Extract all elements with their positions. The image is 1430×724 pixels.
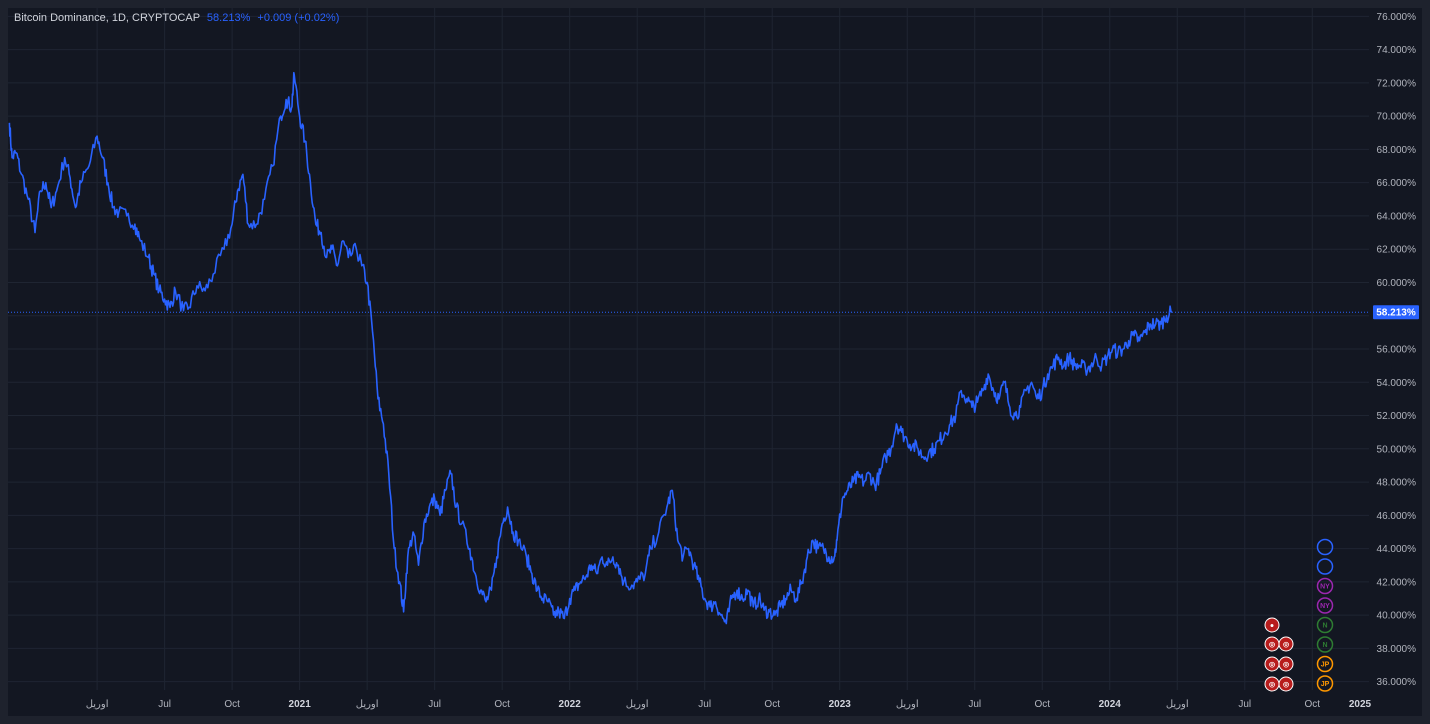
economic-event-icon[interactable] [1278, 676, 1294, 692]
time-tick-label: Oct [494, 699, 510, 710]
time-tick-label: 2023 [829, 699, 852, 710]
price-tick-label: 46.000% [1377, 511, 1417, 522]
time-tick-label: Jul [158, 699, 171, 710]
session-event-icon[interactable] [1316, 616, 1334, 634]
time-tick-label: اوریل [626, 699, 649, 710]
economic-event-glyph: ◎ [1283, 662, 1289, 669]
time-tick-label: اوریل [356, 699, 379, 710]
price-tick-label: 50.000% [1377, 444, 1417, 455]
time-axis: اوریل Jul Oct 2021 اوریل Jul Oct 2022 اوریل Jul Oc… [86, 699, 1372, 710]
session-event-glyph: N [1322, 623, 1327, 630]
time-tick-label: 2025 [1349, 699, 1372, 710]
series-line-btc-dominance [8, 71, 1173, 625]
time-tick-label: اوریل [86, 699, 109, 710]
time-tick-label: Jul [968, 699, 981, 710]
price-tick-label: 36.000% [1377, 677, 1417, 688]
time-tick-label: Oct [1305, 699, 1321, 710]
price-tick-label: 40.000% [1377, 611, 1417, 622]
price-tick-label: 72.000% [1377, 78, 1417, 89]
session-event-icon[interactable] [1316, 577, 1334, 595]
price-tick-label: 74.000% [1377, 45, 1417, 56]
time-tick-label: Jul [428, 699, 441, 710]
price-tick-label: 44.000% [1377, 544, 1417, 555]
price-tick-label: 38.000% [1377, 644, 1417, 655]
time-tick-label: 2022 [559, 699, 582, 710]
price-axis-background [1369, 8, 1422, 690]
economic-event-icon[interactable] [1264, 617, 1280, 633]
session-event-glyph: NY [1320, 603, 1330, 610]
session-event-glyph: NY [1320, 584, 1330, 591]
price-tick-label: 48.000% [1377, 478, 1417, 489]
time-tick-label: اوریل [1166, 699, 1189, 710]
time-tick-label: 2021 [289, 699, 312, 710]
price-tick-label: 70.000% [1377, 112, 1417, 123]
economic-event-icon[interactable] [1278, 636, 1294, 652]
session-event-glyph: JP [1321, 662, 1330, 669]
price-tick-label: 76.000% [1377, 12, 1417, 23]
price-tick-label: 68.000% [1377, 145, 1417, 156]
time-tick-label: Oct [1034, 699, 1050, 710]
time-tick-label: Oct [224, 699, 240, 710]
svg-text:58.213%: 58.213% [1376, 308, 1416, 319]
session-event-icon[interactable] [1316, 675, 1334, 692]
time-tick-label: Jul [1238, 699, 1251, 710]
time-tick-label: Oct [764, 699, 780, 710]
economic-event-glyph: ◎ [1283, 642, 1289, 649]
economic-event-glyph: ◎ [1283, 682, 1289, 689]
price-tick-label: 60.000% [1377, 278, 1417, 289]
price-tick-label: 52.000% [1377, 411, 1417, 422]
legend-change: +0.009 (+0.02%) [257, 12, 340, 24]
session-event-glyph: JP [1321, 681, 1330, 688]
price-tick-label: 42.000% [1377, 577, 1417, 588]
economic-event-glyph: ● [1270, 623, 1274, 630]
economic-event-glyph: ◎ [1269, 662, 1275, 669]
last-price-tag: 58.213% [1373, 305, 1419, 320]
price-tick-label: 62.000% [1377, 245, 1417, 256]
session-event-icon[interactable] [1316, 655, 1334, 673]
session-event-icon[interactable] [1316, 538, 1334, 556]
price-axis: 36.000% 38.000% 40.000% 42.000% 44.000% 46.00… [1377, 12, 1417, 688]
session-event-glyph: N [1322, 642, 1327, 649]
session-event-icon[interactable] [1316, 597, 1334, 614]
session-event-icon[interactable] [1316, 636, 1334, 653]
grid-lines [8, 8, 1369, 690]
event-markers[interactable]: ● ◎ ◎ ◎ ◎ ◎ ◎ NY NY N N JP JP [1264, 538, 1334, 692]
price-tick-label: 54.000% [1377, 378, 1417, 389]
economic-event-glyph: ◎ [1269, 682, 1275, 689]
economic-event-glyph: ◎ [1269, 642, 1275, 649]
time-tick-label: 2024 [1099, 699, 1122, 710]
session-event-icon[interactable] [1316, 558, 1334, 575]
economic-event-icon[interactable] [1278, 656, 1294, 672]
legend-symbol[interactable]: Bitcoin Dominance, 1D, CRYPTOCAP [14, 12, 200, 24]
time-tick-label: اوریل [896, 699, 919, 710]
price-tick-label: 66.000% [1377, 178, 1417, 189]
legend-last-value: 58.213% [206, 12, 251, 24]
time-tick-label: Jul [698, 699, 711, 710]
time-axis-background [8, 690, 1422, 716]
price-tick-label: 64.000% [1377, 211, 1417, 222]
chart-legend[interactable]: Bitcoin Dominance, 1D, CRYPTOCAP 58.213%… [14, 12, 339, 24]
price-tick-label: 56.000% [1377, 345, 1417, 356]
